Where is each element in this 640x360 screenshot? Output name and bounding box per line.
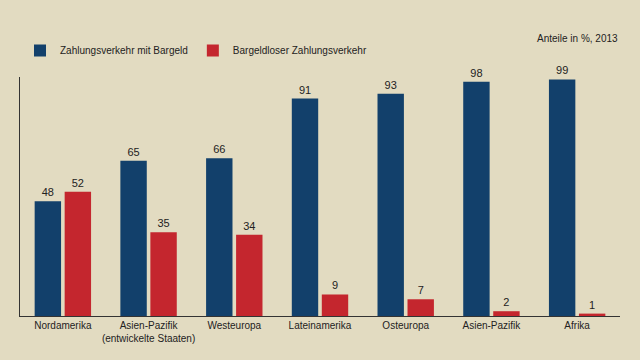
- svg-text:Zahlungsverkehr mit Bargeld: Zahlungsverkehr mit Bargeld: [60, 45, 188, 56]
- svg-text:91: 91: [299, 84, 311, 96]
- svg-text:93: 93: [385, 79, 397, 91]
- svg-text:34: 34: [243, 220, 255, 232]
- svg-text:Asien-Pazifik: Asien-Pazifik: [463, 320, 522, 331]
- svg-text:2: 2: [503, 296, 509, 308]
- svg-text:52: 52: [72, 177, 84, 189]
- svg-text:48: 48: [42, 186, 54, 198]
- svg-text:66: 66: [213, 143, 225, 155]
- svg-text:Westeuropa: Westeuropa: [207, 320, 261, 331]
- svg-text:65: 65: [127, 146, 139, 158]
- svg-text:Nordamerika: Nordamerika: [34, 320, 92, 331]
- svg-text:9: 9: [332, 279, 338, 291]
- svg-text:Anteile in %, 2013: Anteile in %, 2013: [537, 33, 618, 44]
- svg-text:98: 98: [470, 67, 482, 79]
- svg-text:Osteuropa: Osteuropa: [382, 320, 429, 331]
- svg-text:Bargeldloser Zahlungsverkehr: Bargeldloser Zahlungsverkehr: [233, 45, 367, 56]
- svg-text:35: 35: [157, 217, 169, 229]
- svg-text:Lateinamerika: Lateinamerika: [289, 320, 352, 331]
- svg-text:99: 99: [556, 64, 568, 76]
- svg-text:Afrika: Afrika: [564, 320, 590, 331]
- svg-text:Asien-Pazifik(entwickelte Staa: Asien-Pazifik(entwickelte Staaten): [102, 320, 195, 344]
- svg-text:7: 7: [418, 284, 424, 296]
- svg-text:1: 1: [589, 299, 595, 311]
